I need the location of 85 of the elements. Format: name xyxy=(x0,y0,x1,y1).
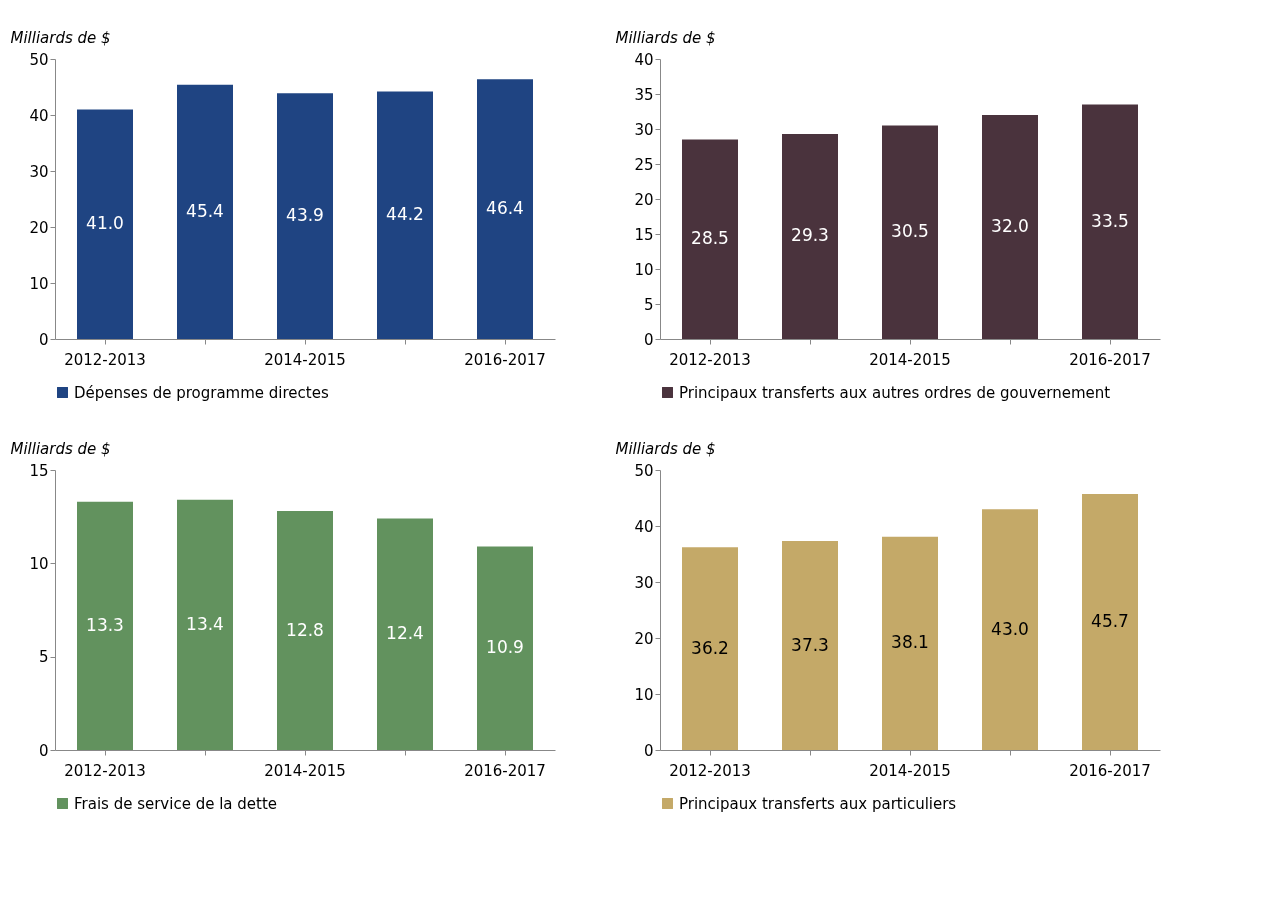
data-label: 43.0 xyxy=(991,618,1029,639)
y-tick-label: 10 xyxy=(634,685,654,704)
bar xyxy=(477,546,533,750)
bar xyxy=(982,115,1038,339)
y-tick-label: 10 xyxy=(29,274,49,293)
bar xyxy=(77,501,133,750)
x-tick-label: 2016-2017 xyxy=(1069,350,1151,369)
y-axis-title: Milliards de $ xyxy=(10,28,111,47)
bar xyxy=(177,84,233,339)
x-tick-label: 2014-2015 xyxy=(869,761,951,780)
legend-label: Principaux transferts aux autres ordres de gouvernement xyxy=(679,383,1111,402)
bar xyxy=(1082,104,1138,339)
data-label: 38.1 xyxy=(891,632,929,653)
data-label: 36.2 xyxy=(691,637,729,658)
y-tick-label: 0 xyxy=(38,741,49,760)
bar xyxy=(882,536,938,750)
y-tick-label: 35 xyxy=(634,85,654,104)
x-tick-label: 2014-2015 xyxy=(869,350,951,369)
x-tick-label: 2012-2013 xyxy=(64,350,146,369)
bar xyxy=(377,91,433,339)
y-tick-label: 0 xyxy=(643,330,654,349)
bar xyxy=(277,93,333,339)
y-tick-label: 40 xyxy=(29,106,49,125)
data-label: 41.0 xyxy=(86,213,124,234)
y-tick-label: 25 xyxy=(634,155,654,174)
bar xyxy=(782,133,838,339)
y-tick-label: 50 xyxy=(634,461,654,480)
data-label: 13.4 xyxy=(186,613,224,634)
x-tick-label: 2014-2015 xyxy=(264,350,346,369)
bar xyxy=(882,125,938,339)
data-label: 32.0 xyxy=(991,216,1029,236)
bar xyxy=(682,139,738,339)
data-label: 46.4 xyxy=(486,198,524,219)
bar xyxy=(1082,494,1138,750)
y-tick-label: 5 xyxy=(38,648,49,667)
x-tick-label: 2016-2017 xyxy=(464,761,546,780)
y-axis-title: Milliards de $ xyxy=(615,28,716,47)
bar xyxy=(982,509,1038,750)
x-tick-label: 2012-2013 xyxy=(669,761,751,780)
bar xyxy=(782,541,838,750)
x-tick-label: 2016-2017 xyxy=(1069,761,1151,780)
y-tick-label: 20 xyxy=(634,629,654,648)
y-tick-label: 0 xyxy=(643,741,654,760)
y-tick-label: 10 xyxy=(634,260,654,279)
data-label: 45.7 xyxy=(1091,611,1129,632)
bar xyxy=(377,518,433,750)
bar xyxy=(477,79,533,339)
y-tick-label: 50 xyxy=(29,50,49,69)
data-label: 43.9 xyxy=(286,205,324,226)
y-axis-title: Milliards de $ xyxy=(615,439,716,458)
y-tick-label: 15 xyxy=(29,461,49,480)
y-tick-label: 5 xyxy=(643,295,654,314)
bar xyxy=(77,109,133,339)
data-label: 44.2 xyxy=(386,204,424,225)
y-tick-label: 40 xyxy=(634,517,654,536)
x-tick-label: 2012-2013 xyxy=(64,761,146,780)
data-label: 13.3 xyxy=(86,614,124,635)
y-tick-label: 30 xyxy=(634,573,654,592)
y-tick-label: 30 xyxy=(634,120,654,139)
y-tick-label: 10 xyxy=(29,554,49,573)
x-tick-label: 2014-2015 xyxy=(264,761,346,780)
y-tick-label: 20 xyxy=(634,190,654,209)
y-tick-label: 30 xyxy=(29,162,49,181)
bar xyxy=(277,511,333,750)
data-label: 29.3 xyxy=(791,225,829,246)
data-label: 10.9 xyxy=(486,637,524,658)
legend-label: Principaux transferts aux particuliers xyxy=(679,794,957,813)
data-label: 37.3 xyxy=(791,634,829,655)
data-label: 33.5 xyxy=(1091,210,1129,231)
bar xyxy=(682,547,738,750)
x-tick-label: 2016-2017 xyxy=(464,350,546,369)
data-label: 28.5 xyxy=(691,228,729,249)
data-label: 30.5 xyxy=(891,221,929,242)
y-tick-label: 40 xyxy=(634,50,654,69)
data-label: 12.4 xyxy=(386,623,424,644)
y-tick-label: 15 xyxy=(634,225,654,244)
y-tick-label: 20 xyxy=(29,218,49,237)
y-axis-title: Milliards de $ xyxy=(10,439,111,458)
legend-label: Dépenses de programme directes xyxy=(74,383,329,402)
y-tick-label: 0 xyxy=(38,330,49,349)
legend-label: Frais de service de la dette xyxy=(74,794,278,813)
data-label: 45.4 xyxy=(186,200,224,221)
bar xyxy=(177,499,233,750)
x-tick-label: 2012-2013 xyxy=(669,350,751,369)
data-label: 12.8 xyxy=(286,619,324,640)
